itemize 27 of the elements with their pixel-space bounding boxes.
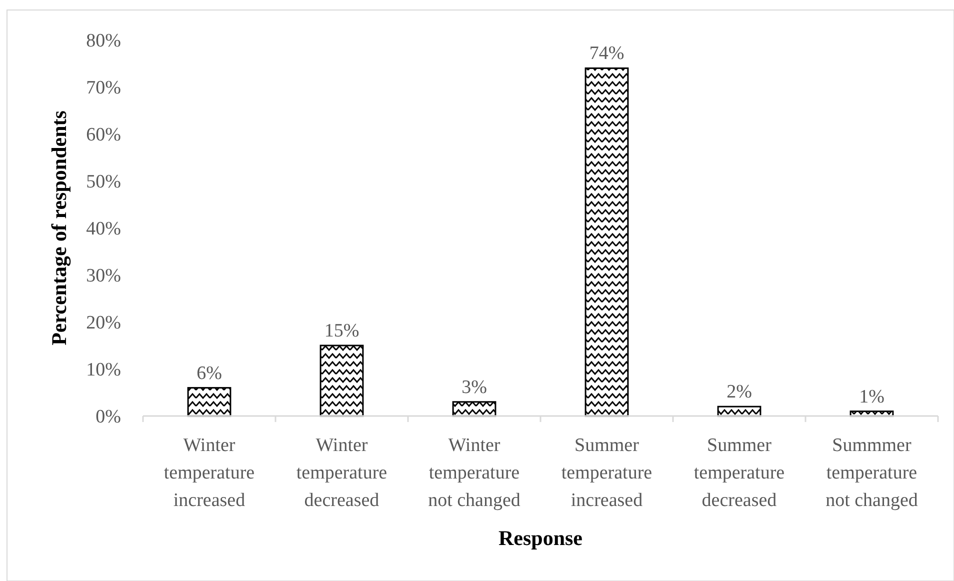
data-label: 2% — [726, 382, 752, 403]
bar — [452, 401, 496, 417]
data-label: 1% — [859, 386, 885, 408]
y-axis-title: Percentage of respondents — [47, 110, 71, 346]
y-tick-label: 20% — [86, 312, 122, 334]
x-tick-label: Winter temperature increased — [164, 435, 255, 511]
y-tick-label: 70% — [86, 78, 122, 99]
y-tick-label: 50% — [86, 172, 122, 193]
y-tick-label: 0% — [96, 406, 122, 428]
y-tick-label: 10% — [86, 360, 122, 381]
bar — [584, 67, 629, 417]
data-label: 15% — [324, 320, 360, 342]
y-tick-label: 40% — [86, 218, 122, 240]
x-tick-label: Winter temperature not changed — [428, 435, 521, 511]
bar — [320, 344, 364, 417]
x-tick-label: Summmer temperature not changed — [826, 435, 918, 511]
data-label: 6% — [196, 362, 222, 384]
y-tick-label: 80% — [86, 30, 122, 52]
bar — [187, 387, 232, 417]
data-label: 74% — [589, 43, 624, 64]
data-label: 3% — [462, 376, 488, 398]
x-tick-label: Summer temperature decreased — [694, 435, 785, 511]
x-axis-title: Response — [498, 526, 583, 550]
y-tick-label: 30% — [86, 266, 122, 287]
y-tick-label: 60% — [86, 124, 122, 146]
x-tick-label: Summer temperature increased — [561, 435, 652, 511]
x-tick-label: Winter temperature decreased — [296, 435, 388, 511]
